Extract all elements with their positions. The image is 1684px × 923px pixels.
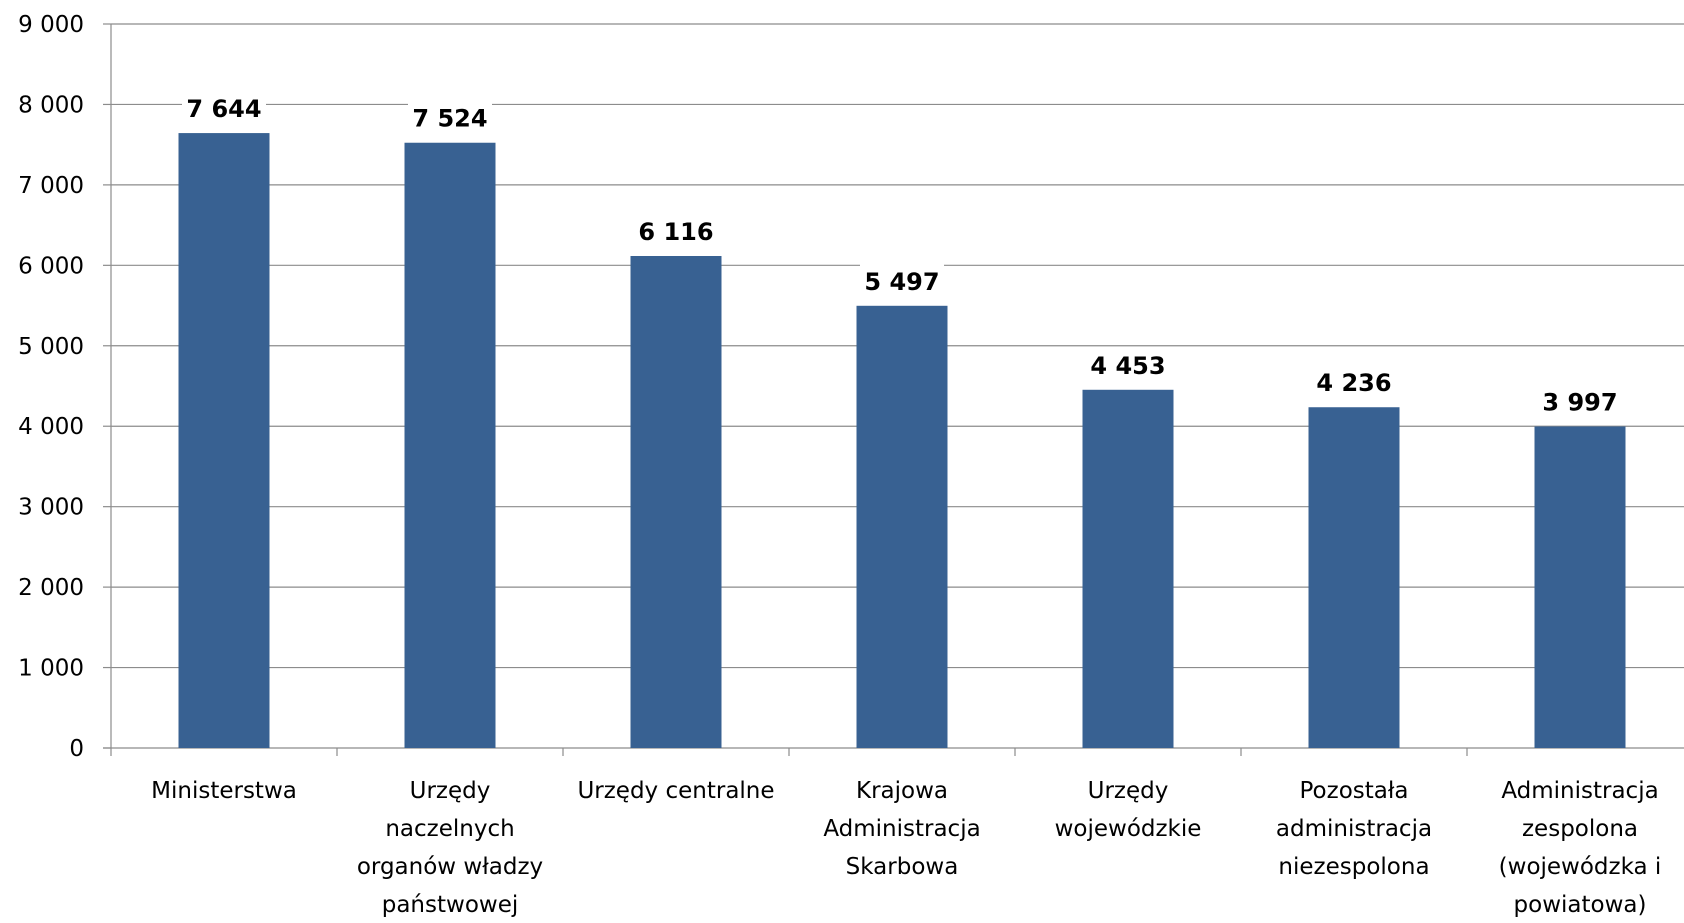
data-label-bg (1538, 384, 1622, 419)
bar (1082, 389, 1174, 748)
category-label: wojewódzkie (1055, 816, 1202, 842)
category-label: organów władzy (357, 854, 543, 880)
y-tick-label: 8 000 (18, 92, 84, 118)
bar (178, 133, 270, 749)
bar (1534, 426, 1626, 748)
category-label: Administracja (823, 816, 980, 842)
data-label-bg (634, 214, 718, 249)
category-label: Administracja (1501, 778, 1658, 804)
data-label: 5 497 (864, 268, 939, 296)
data-label-bg (182, 91, 266, 126)
category-label: naczelnych (385, 816, 514, 842)
data-label: 7 524 (412, 105, 487, 133)
y-axis-ticks: 0 1 000 2 000 3 000 4 000 5 000 6 000 7 000 8 00… (18, 12, 111, 762)
category-label: Urzędy (1088, 778, 1169, 804)
data-label: 4 236 (1316, 369, 1391, 397)
category-label: Urzędy centralne (577, 778, 774, 804)
data-label-bg (860, 263, 944, 298)
y-tick-label: 7 000 (18, 173, 84, 199)
data-label: 4 453 (1090, 352, 1165, 380)
category-label: niezespolona (1278, 854, 1429, 880)
category-label: Skarbowa (846, 854, 959, 880)
category-label: zespolona (1522, 816, 1638, 842)
y-tick-label: 2 000 (18, 575, 84, 601)
category-label: (wojewódzka i (1499, 854, 1662, 880)
data-label-bg (1086, 347, 1170, 382)
bar (630, 256, 722, 748)
data-label: 7 644 (186, 95, 261, 123)
category-label: Ministerstwa (151, 778, 297, 804)
bar (1308, 407, 1400, 748)
category-label: Urzędy (410, 778, 491, 804)
category-label: administracja (1276, 816, 1432, 842)
category-labels: Ministerstwa Urzędy naczelnych organów wład… (151, 778, 1661, 918)
y-tick-label: 4 000 (18, 414, 84, 440)
category-label: Pozostała (1300, 778, 1409, 804)
y-tick-label: 6 000 (18, 253, 84, 279)
category-label: powiatowa) (1514, 892, 1647, 918)
y-tick-label: 9 000 (18, 12, 84, 38)
y-tick-label: 1 000 (18, 656, 84, 682)
data-label: 6 116 (638, 218, 713, 246)
y-tick-label: 3 000 (18, 495, 84, 521)
y-tick-label: 0 (69, 736, 84, 762)
category-label: państwowej (382, 892, 519, 918)
data-label: 3 997 (1542, 388, 1617, 416)
category-label: Krajowa (856, 778, 948, 804)
y-tick-label: 5 000 (18, 334, 84, 360)
data-labels: 7 644 7 524 6 116 5 497 4 453 4 236 3 997 (182, 91, 1622, 419)
bars (178, 133, 1626, 749)
data-label-bg (1312, 365, 1396, 400)
data-label-bg (408, 100, 492, 135)
bar (404, 142, 496, 749)
bar (856, 305, 948, 748)
